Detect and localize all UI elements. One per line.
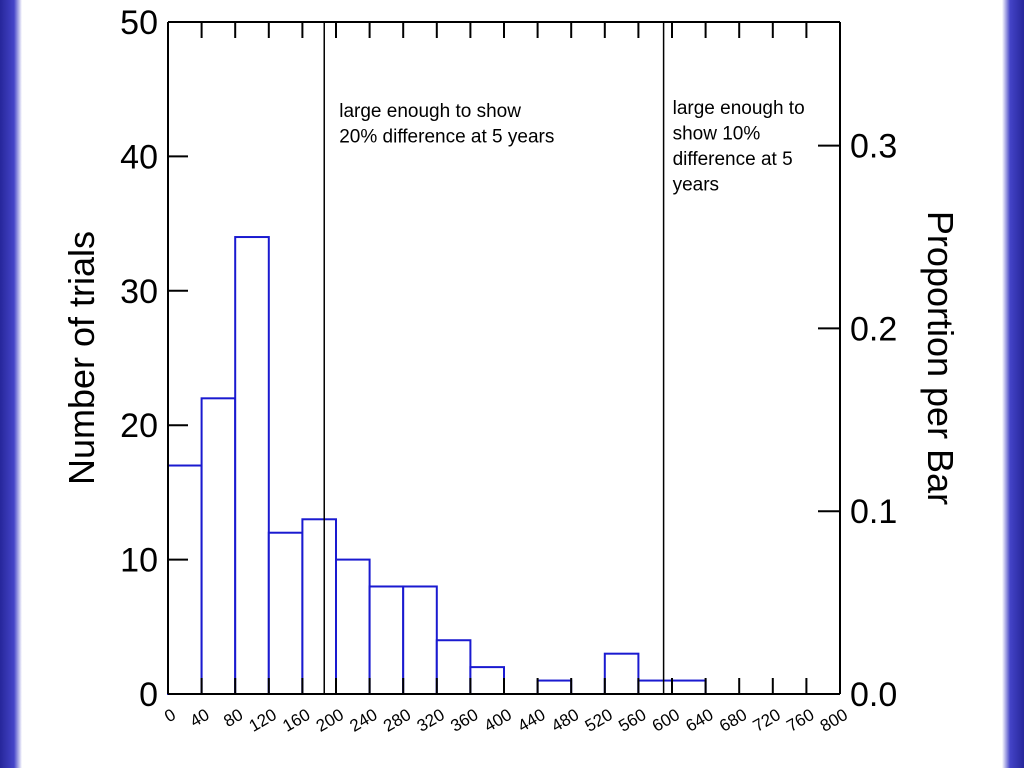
y-tick-label: 20 <box>120 407 158 445</box>
reference-line-annotation: large enough to show <box>339 101 521 122</box>
axes <box>167 21 841 695</box>
x-tick-label: 160 <box>279 705 313 736</box>
histogram-bars <box>167 236 840 696</box>
x-tick-label: 400 <box>481 705 515 736</box>
histogram-bar <box>603 652 640 695</box>
x-tick-label: 320 <box>414 705 448 736</box>
x-tick-label: 680 <box>716 705 750 736</box>
reference-lines: large enough to show 20% difference at 5 … <box>323 22 805 694</box>
x-tick-label: 520 <box>582 705 616 736</box>
histogram-bar <box>637 679 674 695</box>
x-tick-label: 120 <box>246 705 280 736</box>
histogram-bar <box>267 531 304 695</box>
reference-line-annotation: large enough to <box>673 98 805 119</box>
histogram-bar <box>335 558 371 695</box>
histogram-bar <box>368 585 405 695</box>
x-tick-label: 640 <box>683 705 717 736</box>
histogram-bar <box>167 464 203 695</box>
histogram-bar <box>234 236 270 695</box>
x-tick-label: 560 <box>615 705 649 736</box>
y2-tick-label: 0.3 <box>850 128 897 166</box>
histogram-bar <box>536 679 573 695</box>
y2-axis-label: Proportion per Bar <box>920 211 961 505</box>
x-tick-label: 360 <box>447 705 481 736</box>
reference-line-annotation: show 10% <box>673 124 761 145</box>
x-tick-label: 720 <box>750 705 784 736</box>
histogram-bar <box>469 666 505 695</box>
x-tick-label: 80 <box>220 705 246 731</box>
x-tick-label: 280 <box>380 705 414 736</box>
y2-tick-label: 0.0 <box>850 676 897 714</box>
y-tick-label: 30 <box>120 273 158 311</box>
reference-line-annotation: difference at 5 <box>673 149 793 170</box>
histogram-bar <box>200 397 237 695</box>
y-tick-label: 0 <box>139 676 158 714</box>
histogram-bar <box>301 518 337 696</box>
y2-tick-label: 0.1 <box>850 493 897 531</box>
histogram-bar <box>671 679 707 695</box>
x-tick-label: 240 <box>347 705 381 736</box>
x-tick-label: 40 <box>187 705 213 731</box>
y-tick-label: 10 <box>120 542 158 580</box>
x-tick-label: 480 <box>548 705 582 736</box>
reference-line-annotation: 20% difference at 5 years <box>339 127 554 148</box>
x-tick-label: 0 <box>161 705 179 726</box>
x-tick-label: 800 <box>817 705 851 736</box>
reference-line-annotation: years <box>673 175 719 196</box>
x-tick-label: 760 <box>783 705 817 736</box>
y-tick-label: 50 <box>120 4 158 42</box>
y-axis-label: Number of trials <box>61 231 102 485</box>
histogram-bar <box>435 639 472 695</box>
x-tick-label: 440 <box>515 705 549 736</box>
histogram-bar <box>402 585 438 695</box>
y2-tick-label: 0.2 <box>850 310 897 348</box>
y-tick-label: 40 <box>120 138 158 176</box>
x-tick-label: 200 <box>313 705 347 736</box>
x-tick-label: 600 <box>649 705 683 736</box>
